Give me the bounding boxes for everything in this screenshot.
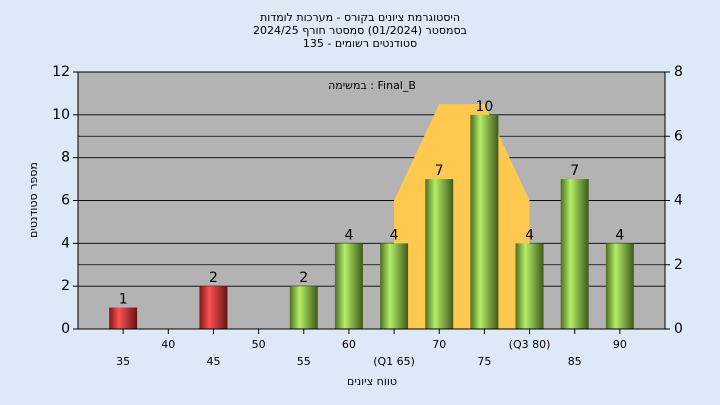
bar xyxy=(425,179,454,329)
bar xyxy=(380,243,409,329)
data-label: 4 xyxy=(525,227,534,243)
bar xyxy=(109,307,138,329)
x-tick-label: 40 xyxy=(161,338,175,351)
y2-tick-label: 2 xyxy=(674,257,683,273)
y2-tick-label: 0 xyxy=(674,321,683,337)
bar xyxy=(470,114,499,329)
bar xyxy=(199,286,228,329)
chart-subtitle: בסמסטר (01/2024) סמסטר חורף 2024/25 xyxy=(253,24,467,37)
data-label: 2 xyxy=(299,270,308,286)
y-axis-label: מספר סטודנטים xyxy=(27,162,40,238)
data-label: 4 xyxy=(615,227,624,243)
annotation: במשימה : Final_B xyxy=(328,79,416,92)
x-tick-label: (Q3 80) xyxy=(509,338,551,351)
data-label: 4 xyxy=(390,227,399,243)
y-tick-label: 0 xyxy=(61,321,70,337)
x-tick-label: 35 xyxy=(116,355,130,368)
data-label: 7 xyxy=(435,163,444,179)
x-axis-label: טווח ציונים xyxy=(347,375,397,388)
y-tick-label: 6 xyxy=(61,193,70,209)
x-tick-label: 85 xyxy=(568,355,582,368)
chart-title: היסטוגרמת ציונים בקורס - מערכות לומדות xyxy=(260,11,460,24)
x-tick-label: 55 xyxy=(297,355,311,368)
x-tick-label: 50 xyxy=(252,338,266,351)
y-tick-label: 12 xyxy=(52,64,70,80)
data-label: 2 xyxy=(209,270,218,286)
bar xyxy=(334,243,363,329)
data-label: 1 xyxy=(119,292,128,308)
y-tick-label: 8 xyxy=(61,150,70,166)
bar xyxy=(289,286,318,329)
x-tick-label: 70 xyxy=(432,338,446,351)
x-tick-label: 90 xyxy=(613,338,627,351)
x-tick-label: 60 xyxy=(342,338,356,351)
data-label: 7 xyxy=(570,163,579,179)
chart-subtitle: סטודנטים רשומים - 135 xyxy=(303,37,417,50)
x-tick-label: (Q1 65) xyxy=(373,355,415,368)
x-tick-label: 75 xyxy=(477,355,491,368)
y-tick-label: 10 xyxy=(52,107,70,123)
y2-tick-label: 6 xyxy=(674,128,683,144)
y2-tick-label: 8 xyxy=(674,64,683,80)
plot-border xyxy=(77,71,666,330)
y-tick-label: 2 xyxy=(61,278,70,294)
x-tick-label: 45 xyxy=(206,355,220,368)
bar xyxy=(560,179,589,329)
bar xyxy=(605,243,634,329)
data-label: 4 xyxy=(344,227,353,243)
y2-tick-label: 4 xyxy=(674,193,683,209)
y-tick-label: 4 xyxy=(61,235,70,251)
data-label: 10 xyxy=(475,99,493,115)
bar xyxy=(515,243,544,329)
